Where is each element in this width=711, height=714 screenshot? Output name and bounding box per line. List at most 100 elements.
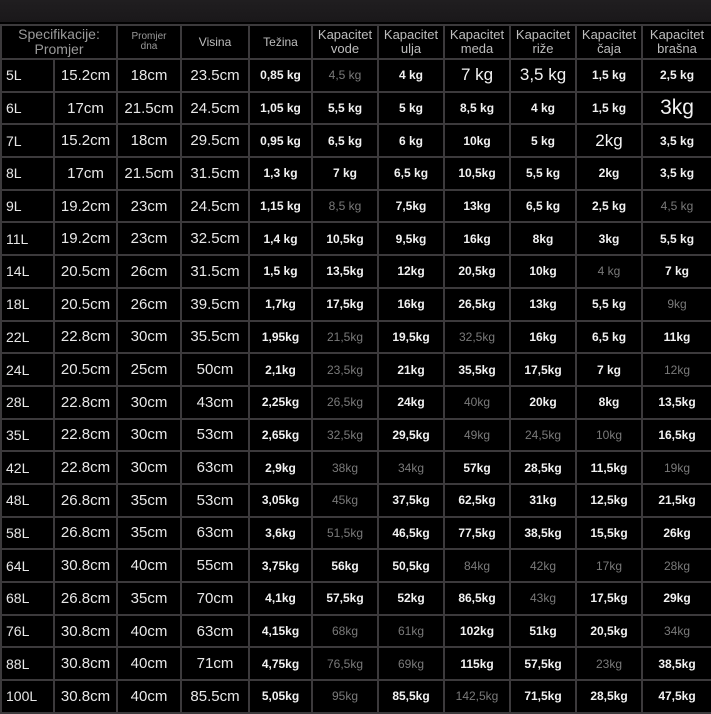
- cell-honey: 10,5kg: [443, 156, 512, 191]
- cell-tea: 1,5 kg: [575, 58, 644, 93]
- cell-height: 31.5cm: [180, 254, 251, 289]
- table-body: 5L 15.2cm 18cm 23.5cm 0,85 kg 4,5 kg 4 kg 7 kg 3…: [0, 58, 711, 714]
- cell-water: 51,5kg: [311, 515, 380, 551]
- cell-tea: 23kg: [575, 646, 644, 682]
- cell-tea: 8kg: [575, 384, 644, 420]
- cell-base-diameter: 21.5cm: [116, 90, 183, 126]
- cell-base-diameter: 23cm: [116, 188, 183, 224]
- cell-tea: 17kg: [575, 548, 644, 583]
- cell-honey: 26,5kg: [443, 286, 512, 322]
- cell-oil: 6 kg: [377, 123, 446, 159]
- cell-base-diameter: 30cm: [116, 319, 183, 355]
- cell-diameter: 26.8cm: [52, 482, 119, 518]
- header-honey-capacity: Kapacitet meda: [443, 24, 512, 60]
- cell-weight: 3,05kg: [248, 482, 314, 518]
- cell-base-diameter: 35cm: [116, 515, 183, 551]
- cell-diameter: 19.2cm: [52, 221, 119, 257]
- cell-height: 53cm: [180, 482, 251, 518]
- cell-weight: 0,85 kg: [248, 58, 314, 93]
- cell-flour: 26kg: [641, 515, 711, 551]
- table-row: 58L 26.8cm 35cm 63cm 3,6kg 51,5kg 46,5kg 77,5kg…: [0, 515, 711, 551]
- cell-tea: 3kg: [575, 221, 644, 257]
- cell-oil: 52kg: [377, 581, 446, 616]
- cell-tea: 10kg: [575, 417, 644, 453]
- cell-rice: 5,5 kg: [509, 156, 578, 191]
- table-row: 24L 20.5cm 25cm 50cm 2,1kg 23,5kg 21kg 35,5kg 17…: [0, 352, 711, 387]
- cell-weight: 3,6kg: [248, 515, 314, 551]
- cell-honey: 20,5kg: [443, 254, 512, 289]
- cell-flour: 3,5 kg: [641, 123, 711, 159]
- cell-base-diameter: 40cm: [116, 679, 183, 714]
- cell-rice: 16kg: [509, 319, 578, 355]
- cell-rice: 24,5kg: [509, 417, 578, 453]
- cell-oil: 61kg: [377, 613, 446, 649]
- cell-honey: 16kg: [443, 221, 512, 257]
- cell-height: 24.5cm: [180, 90, 251, 126]
- cell-rice: 5 kg: [509, 123, 578, 159]
- header-rice-capacity: Kapacitet riže: [509, 24, 578, 60]
- cell-spec: 68L: [0, 581, 55, 616]
- cell-tea: 4 kg: [575, 254, 644, 289]
- cell-weight: 3,75kg: [248, 548, 314, 583]
- cell-spec: 76L: [0, 613, 55, 649]
- cell-oil: 12kg: [377, 254, 446, 289]
- cell-spec: 58L: [0, 515, 55, 551]
- cell-base-diameter: 23cm: [116, 221, 183, 257]
- cell-flour: 19kg: [641, 450, 711, 485]
- cell-weight: 2,9kg: [248, 450, 314, 485]
- cell-weight: 0,95 kg: [248, 123, 314, 159]
- specification-table: Specifikacije: Promjer Promjer dna Visina …: [0, 24, 711, 714]
- cell-height: 63cm: [180, 613, 251, 649]
- table-row: 35L 22.8cm 30cm 53cm 2,65kg 32,5kg 29,5kg 49kg 2…: [0, 417, 711, 453]
- cell-spec: 64L: [0, 548, 55, 583]
- cell-rice: 13kg: [509, 286, 578, 322]
- cell-weight: 1,7kg: [248, 286, 314, 322]
- cell-tea: 5,5 kg: [575, 286, 644, 322]
- cell-honey: 35,5kg: [443, 352, 512, 387]
- cell-water: 7 kg: [311, 156, 380, 191]
- cell-oil: 29,5kg: [377, 417, 446, 453]
- cell-weight: 2,65kg: [248, 417, 314, 453]
- cell-rice: 43kg: [509, 581, 578, 616]
- cell-spec: 22L: [0, 319, 55, 355]
- table-row: 22L 22.8cm 30cm 35.5cm 1,95kg 21,5kg 19,5kg 32,…: [0, 319, 711, 355]
- cell-height: 71cm: [180, 646, 251, 682]
- cell-flour: 2,5 kg: [641, 58, 711, 93]
- cell-water: 76,5kg: [311, 646, 380, 682]
- cell-oil: 85,5kg: [377, 679, 446, 714]
- cell-height: 50cm: [180, 352, 251, 387]
- cell-base-diameter: 30cm: [116, 417, 183, 453]
- header-row: Specifikacije: Promjer Promjer dna Visina …: [0, 24, 711, 60]
- cell-tea: 12,5kg: [575, 482, 644, 518]
- cell-base-diameter: 26cm: [116, 254, 183, 289]
- cell-flour: 28kg: [641, 548, 711, 583]
- cell-flour: 12kg: [641, 352, 711, 387]
- cell-tea: 1,5 kg: [575, 90, 644, 126]
- cell-oil: 21kg: [377, 352, 446, 387]
- cell-honey: 84kg: [443, 548, 512, 583]
- cell-flour: 38,5kg: [641, 646, 711, 682]
- cell-spec: 24L: [0, 352, 55, 387]
- cell-rice: 3,5 kg: [509, 58, 578, 93]
- cell-oil: 46,5kg: [377, 515, 446, 551]
- cell-tea: 20,5kg: [575, 613, 644, 649]
- cell-flour: 9kg: [641, 286, 711, 322]
- cell-honey: 77,5kg: [443, 515, 512, 551]
- cell-flour: 11kg: [641, 319, 711, 355]
- cell-spec: 42L: [0, 450, 55, 485]
- cell-spec: 7L: [0, 123, 55, 159]
- table-row: 8L 17cm 21.5cm 31.5cm 1,3 kg 7 kg 6,5 kg 10,5kg…: [0, 156, 711, 191]
- cell-spec: 48L: [0, 482, 55, 518]
- cell-diameter: 30.8cm: [52, 548, 119, 583]
- table-row: 48L 26.8cm 35cm 53cm 3,05kg 45kg 37,5kg 62,5kg 3…: [0, 482, 711, 518]
- cell-water: 17,5kg: [311, 286, 380, 322]
- cell-honey: 86,5kg: [443, 581, 512, 616]
- cell-water: 95kg: [311, 679, 380, 714]
- cell-oil: 16kg: [377, 286, 446, 322]
- cell-weight: 2,1kg: [248, 352, 314, 387]
- cell-honey: 142,5kg: [443, 679, 512, 714]
- cell-spec: 100L: [0, 679, 55, 714]
- cell-weight: 4,75kg: [248, 646, 314, 682]
- table-row: 11L 19.2cm 23cm 32.5cm 1,4 kg 10,5kg 9,5kg 16kg…: [0, 221, 711, 257]
- cell-diameter: 20.5cm: [52, 286, 119, 322]
